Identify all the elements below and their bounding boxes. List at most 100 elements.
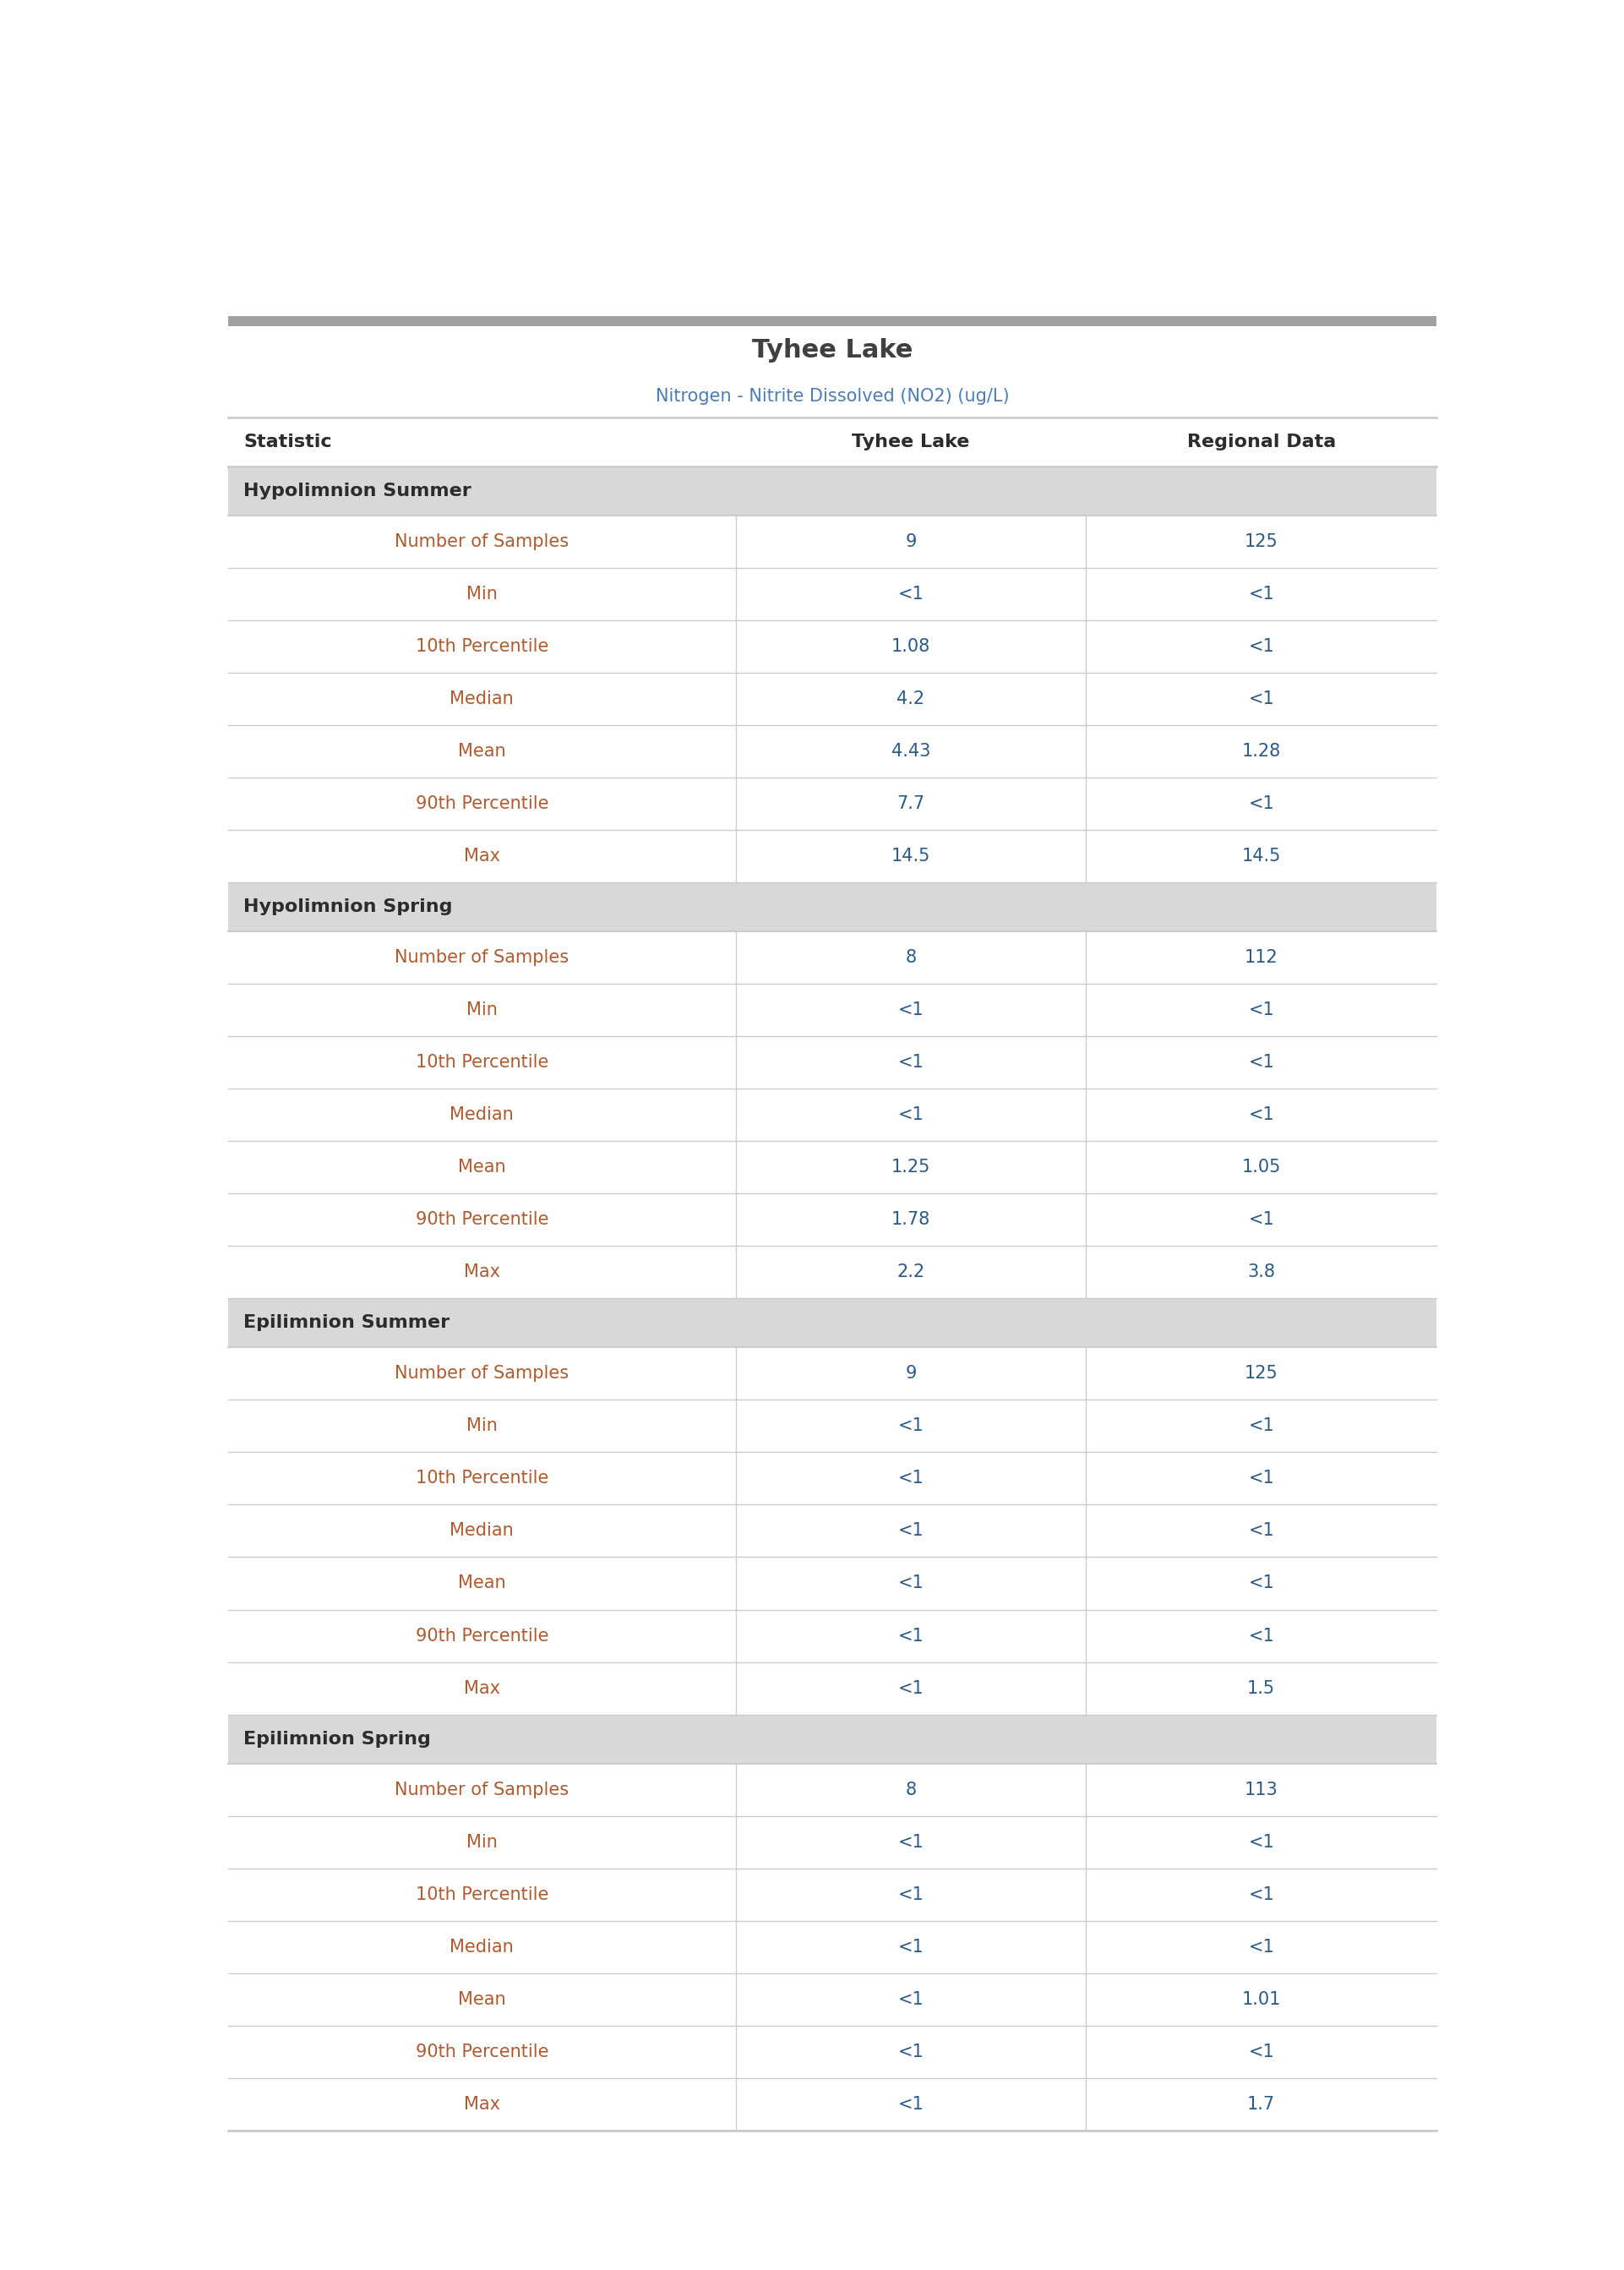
Text: 4.43: 4.43	[892, 742, 931, 760]
Text: Min: Min	[466, 1416, 497, 1435]
Text: <1: <1	[1249, 1416, 1275, 1435]
Text: 1.78: 1.78	[892, 1212, 931, 1228]
Text: Median: Median	[450, 690, 513, 708]
Text: <1: <1	[1249, 1053, 1275, 1071]
Bar	[227, 1662, 1436, 1714]
Text: Epilimnion Spring: Epilimnion Spring	[244, 1730, 430, 1748]
Text: 8: 8	[905, 949, 916, 967]
Bar	[227, 2025, 1436, 2077]
Text: <1: <1	[898, 1834, 924, 1850]
Bar	[227, 672, 1436, 724]
Text: Mean: Mean	[458, 1991, 505, 2007]
Bar	[227, 568, 1436, 620]
Text: 10th Percentile: 10th Percentile	[416, 1886, 549, 1902]
Bar	[227, 1348, 1436, 1401]
Text: 125: 125	[1244, 533, 1278, 549]
Text: <1: <1	[898, 1523, 924, 1539]
Bar	[227, 883, 1436, 931]
Bar	[227, 724, 1436, 779]
Text: 3.8: 3.8	[1247, 1264, 1275, 1280]
Text: 112: 112	[1244, 949, 1278, 967]
Text: 1.28: 1.28	[1242, 742, 1281, 760]
Bar	[227, 1246, 1436, 1298]
Text: Median: Median	[450, 1105, 513, 1124]
Text: Number of Samples: Number of Samples	[395, 1782, 568, 1798]
Text: <1: <1	[898, 2043, 924, 2061]
Text: <1: <1	[898, 1416, 924, 1435]
Bar	[227, 1142, 1436, 1194]
Bar	[227, 1764, 1436, 1816]
Bar	[227, 1090, 1436, 1142]
Text: <1: <1	[1249, 1886, 1275, 1902]
Bar	[227, 2077, 1436, 2132]
Text: 10th Percentile: 10th Percentile	[416, 1471, 549, 1487]
Bar	[227, 515, 1436, 568]
Text: Number of Samples: Number of Samples	[395, 949, 568, 967]
Text: <1: <1	[1249, 1471, 1275, 1487]
Text: 7.7: 7.7	[896, 794, 924, 813]
Text: Mean: Mean	[458, 1575, 505, 1591]
Text: <1: <1	[1249, 2043, 1275, 2061]
Text: <1: <1	[1249, 1523, 1275, 1539]
Text: <1: <1	[1249, 586, 1275, 602]
Text: Tyhee Lake: Tyhee Lake	[853, 434, 970, 449]
Text: Max: Max	[464, 1264, 500, 1280]
Bar	[227, 1609, 1436, 1662]
Bar	[227, 418, 1436, 465]
Bar	[227, 1298, 1436, 1348]
Text: 90th Percentile: 90th Percentile	[416, 794, 549, 813]
Text: <1: <1	[898, 1053, 924, 1071]
Bar	[227, 1557, 1436, 1609]
Text: 10th Percentile: 10th Percentile	[416, 638, 549, 656]
Text: Min: Min	[466, 1834, 497, 1850]
Text: 8: 8	[905, 1782, 916, 1798]
Text: Median: Median	[450, 1523, 513, 1539]
Text: Statistic: Statistic	[244, 434, 331, 449]
Text: Max: Max	[464, 2095, 500, 2113]
Text: Number of Samples: Number of Samples	[395, 1364, 568, 1382]
Text: 14.5: 14.5	[892, 847, 931, 865]
Text: 10th Percentile: 10th Percentile	[416, 1053, 549, 1071]
Text: 4.2: 4.2	[896, 690, 924, 708]
Text: Max: Max	[464, 847, 500, 865]
Text: Mean: Mean	[458, 1160, 505, 1176]
Text: 1.5: 1.5	[1247, 1680, 1275, 1696]
Bar	[227, 779, 1436, 831]
Text: Nitrogen - Nitrite Dissolved (NO2) (ug/L): Nitrogen - Nitrite Dissolved (NO2) (ug/L…	[656, 388, 1009, 404]
Text: 1.7: 1.7	[1247, 2095, 1275, 2113]
Text: <1: <1	[1249, 1939, 1275, 1954]
Bar	[227, 316, 1436, 327]
Text: <1: <1	[898, 1471, 924, 1487]
Bar	[227, 1920, 1436, 1973]
Text: <1: <1	[898, 1105, 924, 1124]
Text: <1: <1	[898, 2095, 924, 2113]
Text: <1: <1	[1249, 1105, 1275, 1124]
Text: <1: <1	[1249, 638, 1275, 656]
Text: <1: <1	[898, 1680, 924, 1696]
Bar	[227, 1401, 1436, 1453]
Bar	[227, 620, 1436, 672]
Text: 1.25: 1.25	[892, 1160, 931, 1176]
Text: <1: <1	[1249, 1575, 1275, 1591]
Text: 1.05: 1.05	[1242, 1160, 1281, 1176]
Text: Tyhee Lake: Tyhee Lake	[752, 338, 913, 363]
Bar	[227, 1194, 1436, 1246]
Bar	[227, 983, 1436, 1035]
Bar	[227, 1973, 1436, 2025]
Text: <1: <1	[898, 1001, 924, 1019]
Text: <1: <1	[898, 1628, 924, 1643]
Bar	[227, 1714, 1436, 1764]
Bar	[227, 465, 1436, 515]
Text: Hypolimnion Summer: Hypolimnion Summer	[244, 484, 471, 499]
Bar	[227, 1453, 1436, 1505]
Text: <1: <1	[1249, 1001, 1275, 1019]
Text: Hypolimnion Spring: Hypolimnion Spring	[244, 899, 453, 915]
Text: 2.2: 2.2	[896, 1264, 924, 1280]
Text: <1: <1	[898, 1991, 924, 2007]
Bar	[227, 1816, 1436, 1868]
Text: 14.5: 14.5	[1242, 847, 1281, 865]
Bar	[227, 1505, 1436, 1557]
Text: Median: Median	[450, 1939, 513, 1954]
Text: <1: <1	[1249, 794, 1275, 813]
Text: 90th Percentile: 90th Percentile	[416, 1628, 549, 1643]
